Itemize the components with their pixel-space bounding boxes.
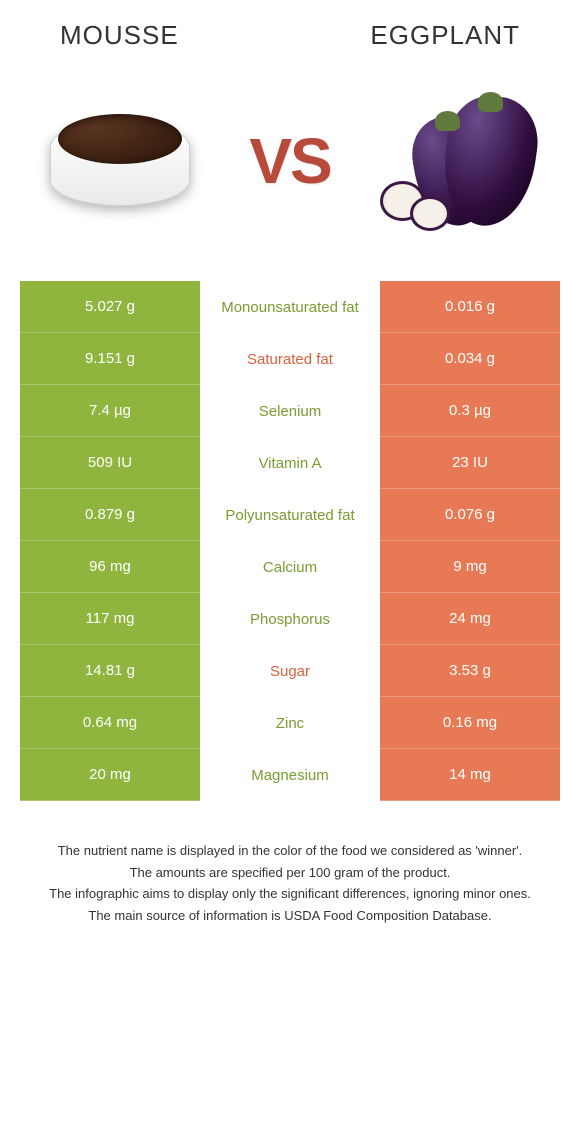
title-left: MOUSSE: [60, 20, 179, 51]
table-row: 0.879 gPolyunsaturated fat0.076 g: [20, 489, 560, 541]
footer-notes: The nutrient name is displayed in the co…: [0, 801, 580, 947]
footer-line: The main source of information is USDA F…: [30, 906, 550, 926]
cell-nutrient-label: Magnesium: [200, 749, 380, 801]
cell-left-value: 0.64 mg: [20, 697, 200, 749]
title-right: EGGPLANT: [370, 20, 520, 51]
cell-right-value: 0.034 g: [380, 333, 560, 385]
cell-right-value: 0.016 g: [380, 281, 560, 333]
cell-right-value: 0.16 mg: [380, 697, 560, 749]
cell-right-value: 14 mg: [380, 749, 560, 801]
cell-right-value: 0.076 g: [380, 489, 560, 541]
cell-left-value: 117 mg: [20, 593, 200, 645]
header: MOUSSE EGGPLANT: [0, 0, 580, 61]
table-row: 7.4 µgSelenium0.3 µg: [20, 385, 560, 437]
cell-nutrient-label: Sugar: [200, 645, 380, 697]
cell-left-value: 20 mg: [20, 749, 200, 801]
cell-right-value: 23 IU: [380, 437, 560, 489]
footer-line: The nutrient name is displayed in the co…: [30, 841, 550, 861]
cell-left-value: 7.4 µg: [20, 385, 200, 437]
cell-left-value: 9.151 g: [20, 333, 200, 385]
cell-nutrient-label: Selenium: [200, 385, 380, 437]
footer-line: The amounts are specified per 100 gram o…: [30, 863, 550, 883]
mousse-image: [30, 81, 210, 241]
table-row: 20 mgMagnesium14 mg: [20, 749, 560, 801]
cell-right-value: 0.3 µg: [380, 385, 560, 437]
nutrition-table: 5.027 gMonounsaturated fat0.016 g9.151 g…: [20, 281, 560, 801]
cell-right-value: 3.53 g: [380, 645, 560, 697]
table-row: 509 IUVitamin A23 IU: [20, 437, 560, 489]
hero-section: VS: [0, 61, 580, 271]
cell-nutrient-label: Vitamin A: [200, 437, 380, 489]
table-row: 96 mgCalcium9 mg: [20, 541, 560, 593]
cell-left-value: 509 IU: [20, 437, 200, 489]
cell-right-value: 9 mg: [380, 541, 560, 593]
cell-left-value: 96 mg: [20, 541, 200, 593]
cell-nutrient-label: Polyunsaturated fat: [200, 489, 380, 541]
table-row: 0.64 mgZinc0.16 mg: [20, 697, 560, 749]
cell-left-value: 0.879 g: [20, 489, 200, 541]
vs-label: VS: [249, 124, 330, 198]
cell-nutrient-label: Phosphorus: [200, 593, 380, 645]
cell-left-value: 14.81 g: [20, 645, 200, 697]
cell-right-value: 24 mg: [380, 593, 560, 645]
cell-nutrient-label: Zinc: [200, 697, 380, 749]
cell-nutrient-label: Monounsaturated fat: [200, 281, 380, 333]
table-row: 117 mgPhosphorus24 mg: [20, 593, 560, 645]
eggplant-image: [370, 81, 550, 241]
cell-nutrient-label: Calcium: [200, 541, 380, 593]
table-row: 14.81 gSugar3.53 g: [20, 645, 560, 697]
table-row: 9.151 gSaturated fat0.034 g: [20, 333, 560, 385]
cell-left-value: 5.027 g: [20, 281, 200, 333]
table-row: 5.027 gMonounsaturated fat0.016 g: [20, 281, 560, 333]
cell-nutrient-label: Saturated fat: [200, 333, 380, 385]
footer-line: The infographic aims to display only the…: [30, 884, 550, 904]
